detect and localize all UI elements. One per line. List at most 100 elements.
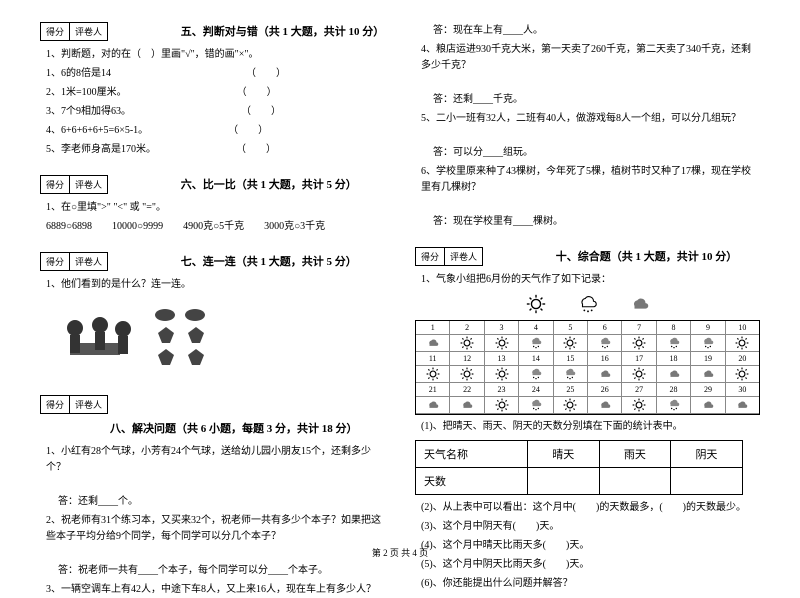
day-weather-icon (726, 397, 759, 414)
left-column: 得分 评卷人 五、判断对与错（共 1 大题，共计 10 分） 1、判断题，对的在… (40, 20, 385, 540)
reviewer-label: 评卷人 (70, 253, 107, 270)
day-weather-icon (588, 397, 622, 414)
day-number: 27 (622, 383, 656, 397)
day-weather-icon (485, 335, 519, 352)
q7-stem: 1、他们看到的是什么？连一连。 (46, 277, 385, 293)
day-number: 8 (657, 321, 691, 335)
weather-calendar: 1234567891011121314151617181920212223242… (415, 320, 760, 415)
q8-4: 4、粮店运进930千克大米，第一天卖了260千克，第二天卖了340千克，还剩多少… (421, 42, 760, 74)
cloud-icon (629, 293, 651, 315)
q6-stem: 1、在○里填">" "<" 或 "="。 (46, 200, 385, 216)
day-number: 15 (554, 352, 588, 366)
day-weather-icon (691, 397, 725, 414)
td-blank (599, 468, 671, 495)
day-number: 12 (450, 352, 484, 366)
day-weather-icon (450, 366, 484, 383)
q5-i3: 3、7个9相加得63。 （ ） (46, 104, 385, 120)
q10-stem: 1、气象小组把6月份的天气作了如下记录： (421, 272, 760, 288)
day-weather-icon (416, 335, 450, 352)
day-number: 30 (726, 383, 759, 397)
day-number: 17 (622, 352, 656, 366)
section-8-title: 八、解决问题（共 6 小题，每题 3 分，共计 18 分） (110, 420, 358, 436)
day-number: 18 (657, 352, 691, 366)
connect-illustration (52, 298, 232, 378)
q10-i6: (6)、你还能提出什么问题并解答？ (421, 576, 760, 592)
day-weather-icon (588, 335, 622, 352)
children-figure-icon (55, 303, 145, 373)
th-sunny: 晴天 (527, 441, 599, 468)
day-number: 20 (726, 352, 759, 366)
score-box-5: 得分 评卷人 (40, 22, 108, 41)
day-number: 5 (554, 321, 588, 335)
day-weather-icon (622, 397, 656, 414)
day-weather-icon (485, 366, 519, 383)
day-number: 21 (416, 383, 450, 397)
day-weather-icon (588, 366, 622, 383)
q10-i2: (2)、从上表中可以看出：这个月中( )的天数最多，( )的天数最少。 (421, 500, 760, 516)
q8-3: 3、一辆空调车上有42人，中途下车8人，又上来16人，现在车上有多少人？ (46, 582, 385, 598)
reviewer-label: 评卷人 (445, 248, 482, 265)
day-weather-icon (450, 397, 484, 414)
th-rainy: 雨天 (599, 441, 671, 468)
section-5-title: 五、判断对与错（共 1 大题，共计 10 分） (181, 23, 385, 39)
q8-a3: 答：现在车上有____人。 (433, 23, 760, 39)
day-weather-icon (416, 397, 450, 414)
score-label: 得分 (41, 176, 70, 193)
q6-row: 6889○6898 10000○9999 4900克○5千克 3000克○3千克 (46, 219, 385, 235)
th-cloudy: 阴天 (671, 441, 743, 468)
page-container: 得分 评卷人 五、判断对与错（共 1 大题，共计 10 分） 1、判断题，对的在… (40, 20, 760, 540)
td-blank (527, 468, 599, 495)
score-label: 得分 (416, 248, 445, 265)
q10-i3: (3)、这个月中阴天有( )天。 (421, 519, 760, 535)
day-weather-icon (657, 397, 691, 414)
day-number: 23 (485, 383, 519, 397)
q8-a4: 答：还剩____千克。 (433, 92, 760, 108)
day-number: 7 (622, 321, 656, 335)
day-number: 24 (519, 383, 553, 397)
score-box-6: 得分 评卷人 (40, 175, 108, 194)
reviewer-label: 评卷人 (70, 396, 107, 413)
reviewer-label: 评卷人 (70, 176, 107, 193)
rain-icon (577, 293, 599, 315)
day-weather-icon (416, 366, 450, 383)
q5-i2: 2、1米=100厘米。 （ ） (46, 85, 385, 101)
day-number: 2 (450, 321, 484, 335)
q8-a5: 答：可以分____组玩。 (433, 145, 760, 161)
day-number: 1 (416, 321, 450, 335)
q10-i5: (5)、这个月中阴天比雨天多( )天。 (421, 557, 760, 573)
day-number: 11 (416, 352, 450, 366)
day-number: 16 (588, 352, 622, 366)
weather-legend (415, 293, 760, 315)
q8-2: 2、祝老师有31个练习本，又买来32个，祝老师一共有多少个本子？如果把这些本子平… (46, 513, 385, 545)
section-6-title: 六、比一比（共 1 大题，共计 5 分） (181, 176, 357, 192)
day-weather-icon (485, 397, 519, 414)
day-number: 29 (691, 383, 725, 397)
day-number: 9 (691, 321, 725, 335)
day-number: 14 (519, 352, 553, 366)
day-weather-icon (554, 397, 588, 414)
sun-icon (525, 293, 547, 315)
day-weather-icon (726, 335, 759, 352)
section-7-title: 七、连一连（共 1 大题，共计 5 分） (181, 253, 357, 269)
day-number: 10 (726, 321, 759, 335)
table-row: 天气名称 晴天 雨天 阴天 (416, 441, 743, 468)
q10-i1: (1)、把晴天、雨天、阴天的天数分别填在下面的统计表中。 (421, 419, 760, 435)
day-weather-icon (691, 335, 725, 352)
day-number: 3 (485, 321, 519, 335)
day-number: 13 (485, 352, 519, 366)
day-weather-icon (519, 335, 553, 352)
reviewer-label: 评卷人 (70, 23, 107, 40)
section-10-title: 十、综合题（共 1 大题，共计 10 分） (556, 248, 738, 264)
td-count-label: 天数 (416, 468, 528, 495)
score-box-8: 得分 评卷人 (40, 395, 108, 414)
score-label: 得分 (41, 253, 70, 270)
day-weather-icon (657, 335, 691, 352)
day-number: 19 (691, 352, 725, 366)
q8-a6: 答：现在学校里有____棵树。 (433, 214, 760, 230)
page-footer: 第 2 页 共 4 页 (0, 546, 800, 559)
q5-i5: 5、李老师身高是170米。 （ ） (46, 142, 385, 158)
q5-stem: 1、判断题，对的在（ ）里画"√"，错的画"×"。 (46, 47, 385, 63)
table-row: 天数 (416, 468, 743, 495)
day-weather-icon (554, 335, 588, 352)
day-number: 26 (588, 383, 622, 397)
